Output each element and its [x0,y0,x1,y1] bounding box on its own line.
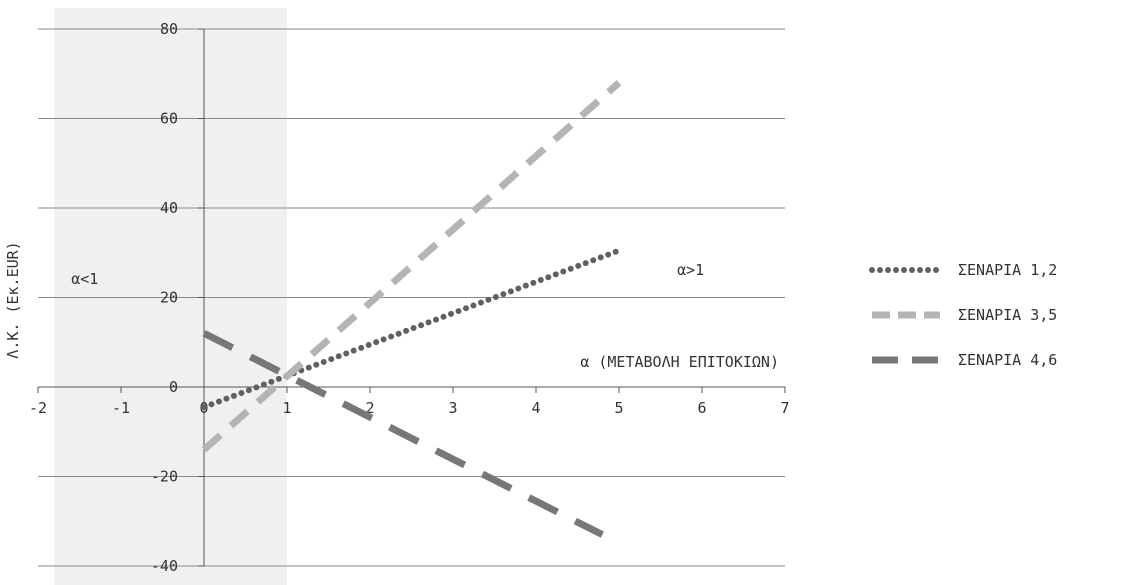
y-tick-label: 20 [160,289,178,307]
series-line-1 [201,247,622,411]
x-tick-labels: -2 -1 0 1 2 3 4 5 6 7 [29,387,790,417]
series-line-3 [202,330,604,538]
annotations: α<1 α>1 [71,261,704,288]
legend: ΣΕΝΑΡΙΑ 1,2 ΣΕΝΑΡΙΑ 3,5 ΣΕΝΑΡΙΑ 4,6 [869,261,1057,369]
x-tick-label: -1 [112,399,130,417]
y-tick-label: 60 [160,110,178,128]
y-tick-label: -40 [151,557,178,575]
annotation-2: α>1 [677,261,704,279]
y-tick-label: 40 [160,199,178,217]
legend-label-1: ΣΕΝΑΡΙΑ 1,2 [958,261,1057,279]
legend-label-3: ΣΕΝΑΡΙΑ 4,6 [958,351,1057,369]
series-lines [201,80,622,538]
x-tick-label: 4 [531,399,540,417]
x-tick-label: -2 [29,399,47,417]
x-tick-label: 1 [282,399,291,417]
y-tick-labels: -40 -20 0 20 40 60 80 [151,20,204,575]
x-tick-label: 3 [448,399,457,417]
y-axis-label: Λ.Κ. (Εκ.EUR) [4,241,22,358]
series-line-2 [201,80,622,453]
legend-label-2: ΣΕΝΑΡΙΑ 3,5 [958,306,1057,324]
x-tick-label: 6 [697,399,706,417]
y-tick-label: 80 [160,20,178,38]
annotation-1: α<1 [71,270,98,288]
y-tick-label: -20 [151,468,178,486]
x-tick-label: 7 [780,399,789,417]
y-tick-label: 0 [169,378,178,396]
x-tick-label: 5 [614,399,623,417]
x-tick-label: 2 [365,399,374,417]
alpha-less-than-one-region [54,8,287,585]
x-axis-label: α (ΜΕΤΑΒΟΛΗ ΕΠΙΤΟΚΙΩΝ) [580,353,779,371]
